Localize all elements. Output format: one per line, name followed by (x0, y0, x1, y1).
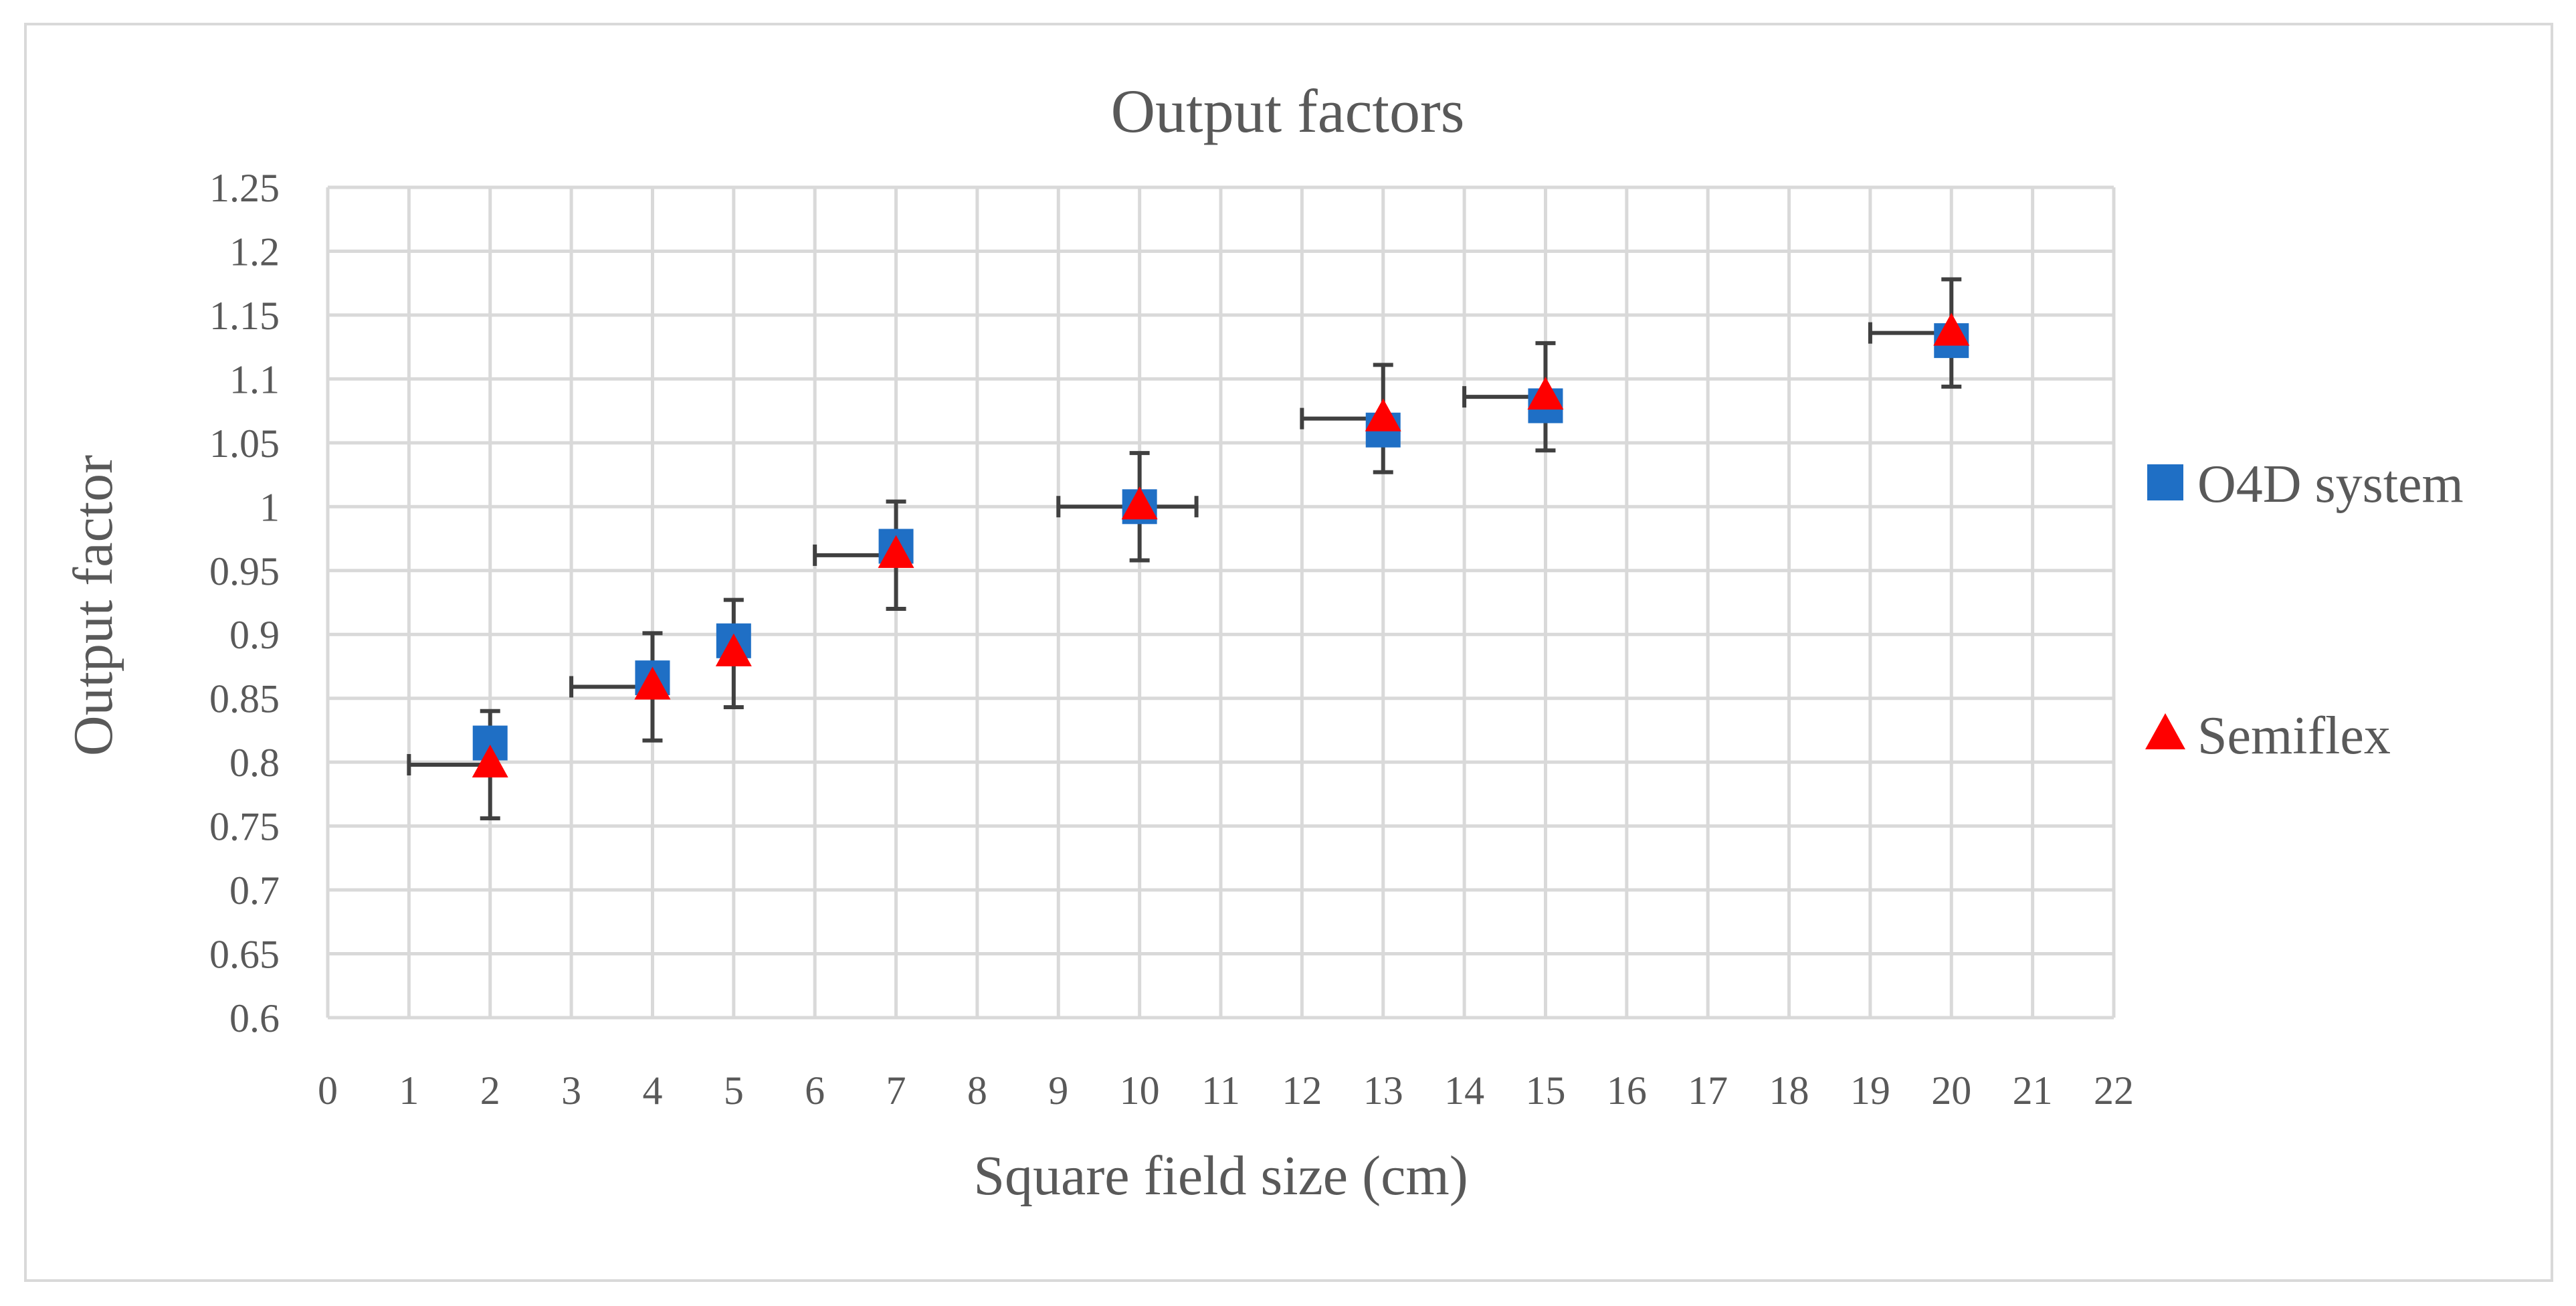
x-tick-label: 18 (1769, 1068, 1809, 1113)
semiflex-point (878, 535, 914, 568)
legend-label: O4D system (2197, 455, 2464, 514)
x-tick-label: 9 (1048, 1068, 1068, 1113)
y-tick-label: 1.05 (209, 422, 280, 466)
x-tick-label: 8 (967, 1068, 987, 1113)
x-tick-label: 1 (399, 1068, 419, 1113)
semiflex-point (715, 633, 752, 666)
legend-label: Semiflex (2197, 707, 2391, 765)
x-tick-label: 12 (1282, 1068, 1322, 1113)
legend-triangle-icon (2145, 713, 2185, 749)
x-tick-label: 2 (480, 1068, 500, 1113)
gridlines (326, 185, 2116, 1020)
x-tick-label: 13 (1363, 1068, 1403, 1113)
y-tick-label: 0.9 (229, 613, 280, 657)
y-tick-label: 0.7 (229, 868, 280, 913)
x-tick-label: 10 (1120, 1068, 1160, 1113)
x-tick-label: 0 (318, 1068, 338, 1113)
x-tick-label: 5 (724, 1068, 744, 1113)
x-tick-label: 6 (805, 1068, 825, 1113)
semiflex-point (1121, 486, 1158, 520)
semiflex-point (1933, 312, 1970, 346)
y-tick-label: 1.15 (209, 294, 280, 338)
x-tick-label: 22 (2094, 1068, 2134, 1113)
y-tick-label: 1 (260, 485, 280, 529)
legend-square-icon (2147, 464, 2183, 500)
x-tick-label: 14 (1444, 1068, 1484, 1113)
y-tick-label: 0.85 (209, 677, 280, 721)
x-tick-label: 16 (1607, 1068, 1647, 1113)
x-tick-label: 20 (1931, 1068, 1971, 1113)
legend: O4D system Semiflex (2145, 455, 2464, 765)
y-tick-label: 1.2 (229, 229, 280, 274)
semiflex-point (634, 666, 671, 700)
semiflex-point (1527, 377, 1564, 410)
x-tick-label: 7 (886, 1068, 906, 1113)
semiflex-point (472, 744, 508, 777)
x-tick-label: 15 (1525, 1068, 1565, 1113)
data-markers (472, 312, 1970, 777)
y-tick-label: 0.95 (209, 549, 280, 593)
y-tick-label: 1.25 (209, 166, 280, 210)
chart-title: Output factors (1111, 77, 1465, 145)
chart-frame (24, 23, 2553, 1282)
x-tick-label: 17 (1688, 1068, 1728, 1113)
x-tick-label: 11 (1201, 1068, 1240, 1113)
x-tick-label: 21 (2013, 1068, 2053, 1113)
x-axis-title: Square field size (cm) (973, 1145, 1468, 1207)
y-tick-label: 0.6 (229, 996, 280, 1040)
y-tick-label: 0.75 (209, 805, 280, 849)
y-tick-label: 0.8 (229, 741, 280, 785)
y-tick-label: 0.65 (209, 933, 280, 977)
axis-tick-labels: 0.6 0.65 0.7 0.75 0.8 0.85 0.9 0.95 1 1.05 1.1 1.15… (209, 166, 2134, 1113)
x-tick-label: 4 (642, 1068, 662, 1113)
y-axis-title: Output factor (62, 455, 124, 756)
x-tick-label: 3 (561, 1068, 581, 1113)
semiflex-point (1365, 398, 1401, 432)
y-tick-label: 1.1 (229, 357, 280, 401)
x-tick-label: 19 (1850, 1068, 1890, 1113)
